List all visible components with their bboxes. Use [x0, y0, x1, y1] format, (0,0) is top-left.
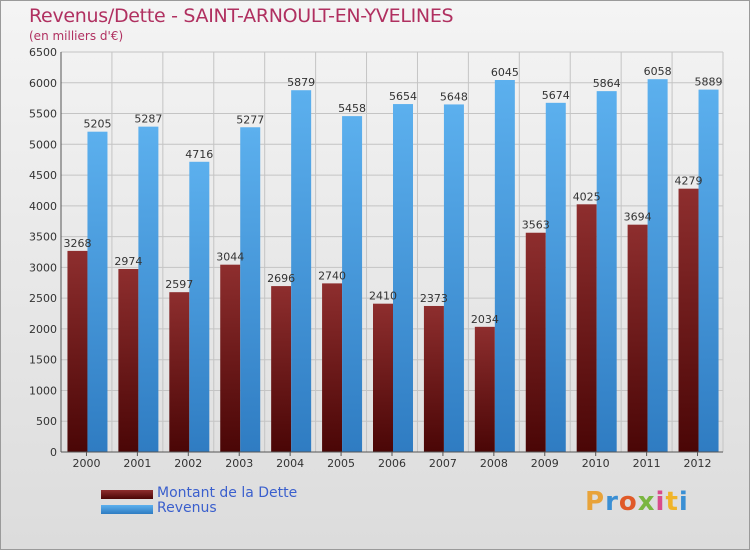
- data-label-revenue: 6058: [644, 65, 672, 78]
- logo-letter: x: [637, 487, 656, 517]
- data-label-debt: 2597: [165, 278, 193, 291]
- bar-debt: [67, 250, 88, 452]
- y-tick-label: 0: [50, 446, 57, 459]
- data-label-debt: 3044: [216, 251, 244, 264]
- logo-letter: r: [605, 487, 619, 517]
- data-label-revenue: 5674: [542, 89, 570, 102]
- x-tick-label: 2009: [531, 457, 559, 470]
- legend-label-debt: Montant de la Dette: [157, 485, 298, 501]
- x-tick-label: 2000: [72, 457, 100, 470]
- y-tick-label: 4000: [29, 200, 57, 213]
- bar-revenue: [342, 116, 363, 452]
- y-tick-label: 3000: [29, 261, 57, 274]
- y-tick-label: 6500: [29, 46, 57, 59]
- y-tick-label: 500: [36, 415, 57, 428]
- x-tick-label: 2010: [582, 457, 610, 470]
- bar-debt: [525, 232, 546, 452]
- bar-debt: [576, 204, 597, 452]
- bar-revenue: [545, 102, 566, 452]
- bar-revenue: [291, 90, 312, 452]
- x-tick-label: 2004: [276, 457, 304, 470]
- legend-swatch-revenue: [101, 505, 153, 514]
- bar-debt: [118, 268, 139, 452]
- data-label-revenue: 4716: [185, 148, 213, 161]
- logo-letter: o: [618, 487, 638, 517]
- data-label-revenue: 5205: [83, 118, 111, 131]
- x-tick-label: 2012: [684, 457, 712, 470]
- data-label-debt: 2373: [420, 292, 448, 305]
- x-tick-label: 2005: [327, 457, 355, 470]
- data-label-debt: 3694: [624, 211, 652, 224]
- data-label-revenue: 5287: [134, 113, 162, 126]
- data-label-debt: 3563: [522, 219, 550, 232]
- data-label-revenue: 5864: [593, 77, 621, 90]
- data-label-revenue: 5277: [236, 113, 264, 126]
- x-tick-label: 2002: [174, 457, 202, 470]
- data-label-debt: 4025: [573, 190, 601, 203]
- data-label-revenue: 5879: [287, 76, 315, 89]
- data-label-revenue: 6045: [491, 66, 519, 79]
- bar-revenue: [698, 89, 719, 452]
- x-tick-label: 2007: [429, 457, 457, 470]
- data-label-debt: 4279: [675, 175, 703, 188]
- y-tick-label: 6000: [29, 77, 57, 90]
- data-label-debt: 2696: [267, 272, 295, 285]
- x-tick-label: 2001: [123, 457, 151, 470]
- x-tick-label: 2006: [378, 457, 406, 470]
- bar-revenue: [494, 80, 515, 452]
- bar-debt: [169, 292, 190, 452]
- bar-debt: [271, 286, 292, 452]
- data-label-debt: 3268: [63, 237, 91, 250]
- bar-debt: [627, 224, 648, 452]
- y-tick-label: 2500: [29, 292, 57, 305]
- data-label-debt: 2034: [471, 313, 499, 326]
- bar-revenue: [138, 126, 159, 453]
- legend-label-revenue: Revenus: [157, 500, 217, 516]
- bar-debt: [474, 326, 495, 452]
- bar-revenue: [647, 79, 668, 452]
- legend-swatch-debt: [101, 490, 153, 499]
- y-tick-label: 5500: [29, 108, 57, 121]
- bar-debt: [220, 264, 241, 452]
- data-label-revenue: 5889: [695, 76, 723, 89]
- logo-letter: i: [678, 487, 689, 517]
- y-tick-label: 3500: [29, 231, 57, 244]
- logo-letter: i: [655, 487, 666, 517]
- x-tick-label: 2003: [225, 457, 253, 470]
- x-tick-label: 2011: [633, 457, 661, 470]
- y-tick-label: 1000: [29, 384, 57, 397]
- data-label-revenue: 5648: [440, 90, 468, 103]
- data-label-revenue: 5458: [338, 102, 366, 115]
- chart-subtitle: (en milliers d'€): [29, 29, 124, 43]
- logo-letter: P: [585, 487, 606, 517]
- y-tick-label: 2000: [29, 323, 57, 336]
- y-tick-label: 5000: [29, 138, 57, 151]
- data-label-revenue: 5654: [389, 90, 417, 103]
- bar-debt: [678, 188, 699, 452]
- data-label-debt: 2740: [318, 269, 346, 282]
- bar-revenue: [393, 104, 413, 453]
- bar-debt: [423, 305, 444, 452]
- y-tick-label: 4500: [29, 169, 57, 182]
- chart-title: Revenus/Dette - SAINT-ARNOULT-EN-YVELINE…: [29, 5, 454, 27]
- bar-debt: [373, 303, 393, 452]
- bar-revenue: [240, 127, 261, 452]
- data-label-debt: 2410: [369, 290, 397, 303]
- bar-revenue: [443, 104, 464, 452]
- data-label-debt: 2974: [114, 255, 142, 268]
- x-tick-label: 2008: [480, 457, 508, 470]
- bar-revenue: [596, 91, 617, 452]
- bar-revenue: [189, 161, 210, 453]
- bar-debt: [322, 283, 343, 452]
- y-tick-label: 1500: [29, 354, 57, 367]
- bar-revenue: [87, 131, 108, 452]
- proxiti-logo: Proxiti: [585, 487, 689, 517]
- logo-letter: t: [665, 487, 679, 517]
